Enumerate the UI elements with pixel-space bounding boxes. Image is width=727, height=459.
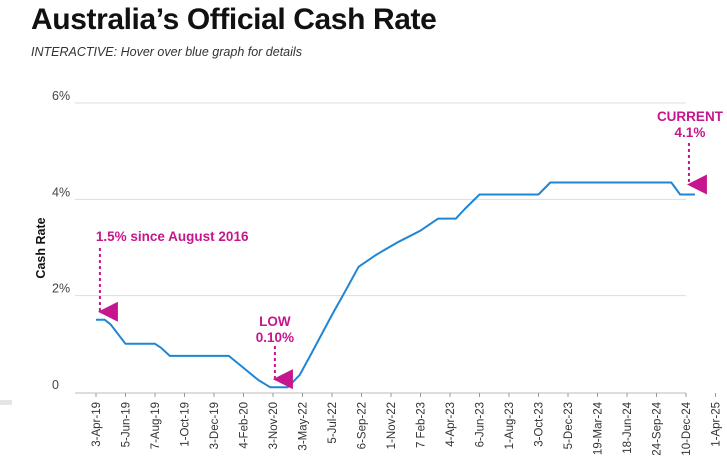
- x-tick-label: 3-Apr-19: [91, 402, 103, 447]
- y-tick-label: 0: [52, 378, 59, 392]
- x-tick-label: 1-Oct-19: [180, 402, 192, 447]
- x-tick-label: 10-Dec-24: [681, 401, 693, 455]
- x-tick-label: 4-Apr-23: [445, 402, 457, 447]
- annotation-current-label: CURRENT: [657, 109, 724, 124]
- x-tick-label: 24-Sep-24: [652, 401, 664, 455]
- annotation-low-label: LOW: [259, 314, 291, 329]
- x-tick-label: 5-Jul-22: [327, 402, 339, 444]
- annotation-since-2016: 1.5% since August 2016: [96, 229, 249, 244]
- x-tick-label: 3-Dec-19: [209, 402, 221, 449]
- annotation-current-value: 4.1%: [675, 125, 706, 140]
- x-tick-label: 19-Mar-24: [593, 401, 605, 455]
- x-tick-label: 18-Jun-24: [622, 401, 634, 453]
- y-tick-label: 6%: [52, 89, 70, 103]
- x-tick-label: 1-Nov-22: [386, 402, 398, 449]
- x-tick-label: 7 Feb-23: [416, 402, 428, 448]
- y-tick-label: 2%: [52, 282, 70, 296]
- x-tick-label: 6-Jun-23: [475, 402, 487, 447]
- chart-subtitle: INTERACTIVE: Hover over blue graph for d…: [31, 45, 302, 59]
- chart-title: Australia’s Official Cash Rate: [31, 3, 437, 36]
- x-tick-label: 7-Aug-19: [150, 402, 162, 449]
- y-tick-label: 4%: [52, 185, 70, 199]
- axes: 0 2% 4% 6% Cash Rate 3-Apr-19 5-Jun-19 7-Aug-19…: [34, 89, 723, 456]
- series-layer[interactable]: [96, 181, 695, 389]
- x-tick-label: 3-May-22: [298, 402, 310, 451]
- gridlines: [75, 102, 686, 297]
- cash-rate-line[interactable]: [96, 181, 695, 389]
- x-tick-label: 1-Aug-23: [504, 402, 516, 449]
- x-tick-label: 5-Jun-19: [121, 402, 133, 447]
- x-tick-label: 3-Oct-23: [534, 402, 546, 447]
- x-tick-label: 4-Feb-20: [239, 402, 251, 449]
- x-tick-label: 1-Apr-25: [711, 402, 723, 447]
- annotation-low-value: 0.10%: [256, 330, 294, 345]
- y-axis-label: Cash Rate: [34, 217, 48, 278]
- x-tick-label: 6-Sep-22: [357, 402, 369, 449]
- x-tick-label: 5-Dec-23: [563, 402, 575, 449]
- scroll-edge-marker: [0, 400, 12, 405]
- x-tick-label: 3-Nov-20: [268, 402, 280, 449]
